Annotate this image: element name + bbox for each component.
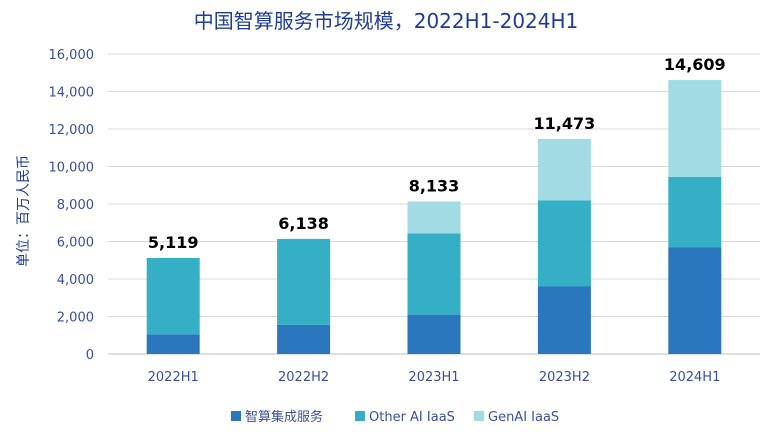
- legend-swatch: [355, 411, 365, 421]
- bar-segment: [537, 138, 591, 201]
- bar-segment: [668, 80, 722, 177]
- bar-segment: [407, 233, 461, 315]
- x-tick-label: 2022H2: [278, 370, 329, 385]
- bar-segment: [277, 324, 331, 354]
- legend-label: 智算集成服务: [245, 409, 323, 425]
- y-tick-label: 14,000: [49, 86, 95, 101]
- total-label: 6,138: [278, 214, 329, 233]
- y-tick-label: 6,000: [57, 236, 94, 251]
- y-tick-label: 16,000: [49, 48, 95, 63]
- bar-segment: [537, 286, 591, 354]
- total-labels: 5,119 6,138 8,133 11,473 14,609: [148, 55, 726, 252]
- y-axis-label: 单位：百万人民币: [16, 155, 32, 267]
- x-tick-label: 2024H1: [669, 370, 720, 385]
- bars: [146, 80, 722, 354]
- x-tick-label: 2023H1: [408, 370, 459, 385]
- legend-swatch: [474, 411, 484, 421]
- chart-title: 中国智算服务市场规模，2022H1-2024H1: [194, 9, 579, 33]
- y-tick-label: 0: [86, 348, 94, 363]
- legend-label: GenAI IaaS: [488, 410, 559, 425]
- y-tick-label: 8,000: [57, 198, 94, 213]
- bar-segment: [668, 176, 722, 248]
- total-label: 11,473: [534, 114, 596, 133]
- bar-segment: [407, 314, 461, 354]
- y-tick-label: 10,000: [49, 161, 95, 176]
- y-tick-label: 4,000: [57, 273, 94, 288]
- total-label: 5,119: [148, 233, 199, 252]
- bar-segment: [277, 238, 331, 325]
- y-tick-label: 2,000: [57, 311, 94, 326]
- x-tick-label: 2022H1: [148, 370, 199, 385]
- legend-label: Other AI IaaS: [369, 410, 455, 425]
- bar-segment: [407, 201, 461, 234]
- bar-segment: [146, 258, 200, 335]
- y-tick-label: 12,000: [49, 123, 95, 138]
- legend-swatch: [231, 411, 241, 421]
- x-tick-label: 2023H2: [539, 370, 590, 385]
- x-axis-ticks: 2022H1 2022H2 2023H1 2023H2 2024H1: [148, 370, 721, 385]
- total-label: 8,133: [409, 177, 460, 196]
- total-label: 14,609: [664, 55, 726, 74]
- bar-segment: [668, 247, 722, 354]
- bar-segment: [146, 334, 200, 354]
- legend: 智算集成服务 Other AI IaaS GenAI IaaS: [231, 409, 559, 425]
- bar-segment: [537, 200, 591, 287]
- y-axis-ticks: 0 2,000 4,000 6,000 8,000 10,000 12,000 14,000 1…: [49, 48, 95, 363]
